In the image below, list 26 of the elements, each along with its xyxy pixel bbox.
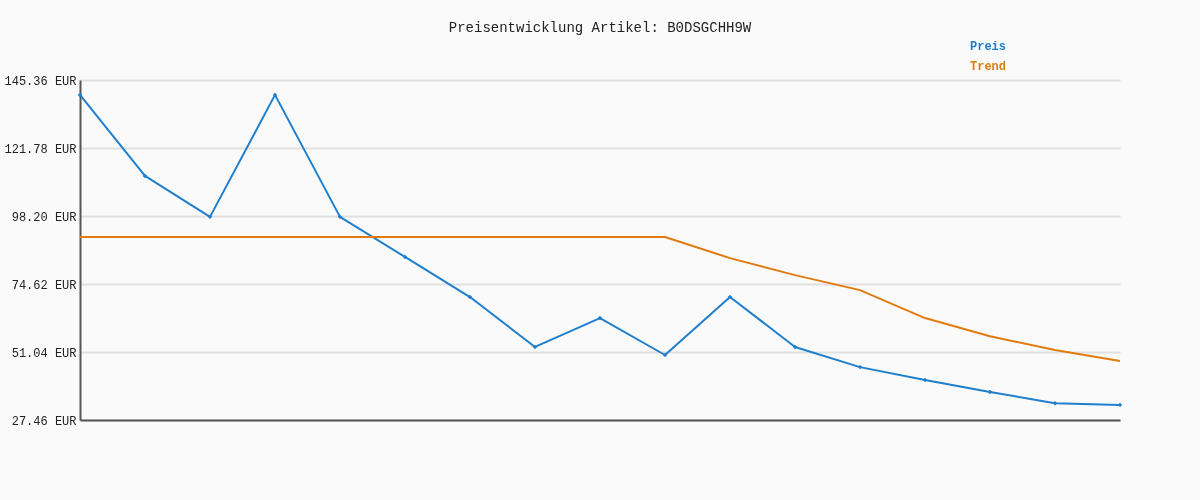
text: Preis: [970, 40, 1007, 54]
point: [857, 364, 863, 370]
point: [402, 254, 408, 260]
y-tick-label: 121.78 EUR: [4, 142, 77, 157]
point: [142, 173, 148, 179]
y-tick-label: 27.46 EUR: [11, 414, 77, 429]
y-tick-label: 98.20 EUR: [11, 210, 77, 225]
point: [597, 315, 603, 321]
point: [727, 294, 733, 300]
y-tick-label: 51.04 EUR: [11, 346, 77, 361]
y-tick-label: 74.62 EUR: [11, 278, 77, 293]
point: [77, 92, 83, 98]
point: [467, 294, 473, 300]
point: [1117, 402, 1123, 408]
point: [792, 344, 798, 350]
chart-title: Preisentwicklung Artikel: B0DSGCHH9W: [448, 20, 752, 36]
text: Trend: [970, 60, 1007, 74]
point: [532, 344, 538, 350]
point: [922, 377, 928, 383]
line-series: [79, 236, 1121, 363]
point: [662, 352, 668, 358]
y-tick-label: 145.36 EUR: [4, 74, 77, 89]
point: [1052, 400, 1058, 406]
point: [987, 389, 993, 395]
point: [207, 214, 213, 220]
point: [337, 214, 343, 220]
